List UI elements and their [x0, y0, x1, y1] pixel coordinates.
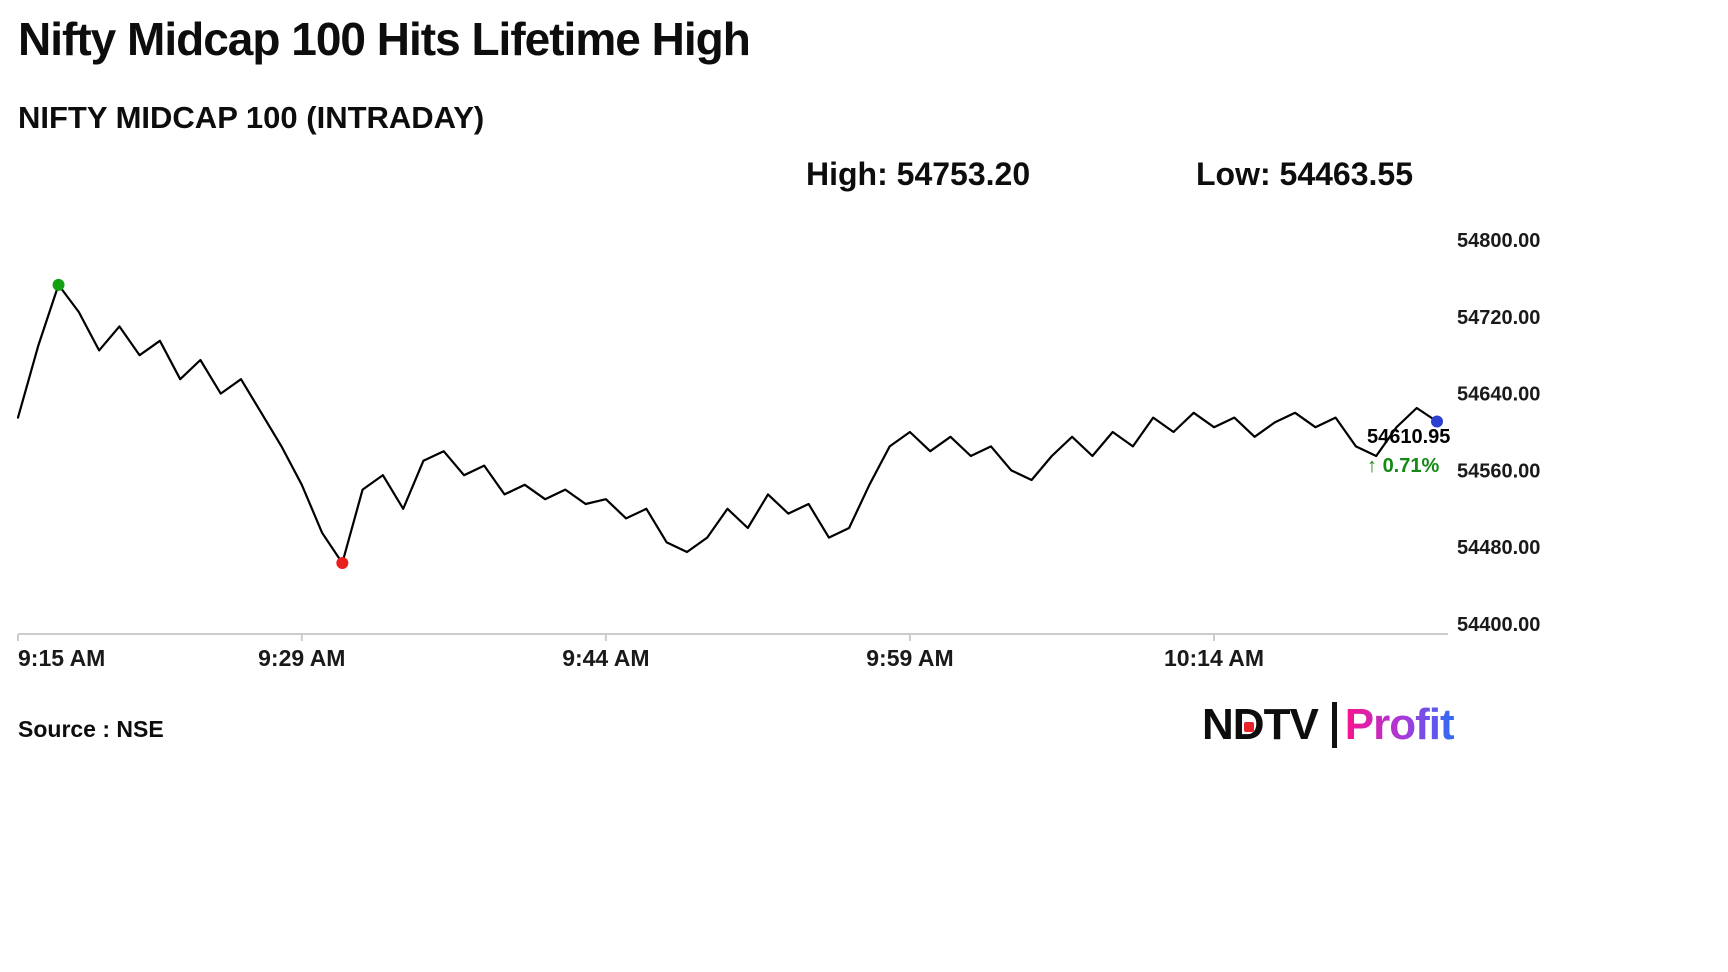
ndtv-letter-d: D: [1232, 700, 1265, 749]
last-marker-dot: [1431, 415, 1443, 428]
ndtv-profit-logo: N D TV Profit: [1202, 700, 1455, 750]
last-price-label: 54610.95: [1367, 426, 1451, 448]
y-tick-label: 54400.00: [1457, 614, 1540, 636]
y-tick-label: 54720.00: [1457, 307, 1540, 329]
profit-logo: Profit: [1344, 700, 1455, 749]
y-tick-label: 54800.00: [1457, 230, 1540, 252]
logo-divider: [1331, 702, 1337, 748]
x-tick-label: 9:59 AM: [866, 645, 953, 671]
x-tick-label: 10:14 AM: [1164, 645, 1264, 671]
low-marker-dot: [336, 556, 349, 569]
y-tick-label: 54640.00: [1457, 384, 1540, 406]
change-percent: 0.71%: [1382, 455, 1440, 477]
high-value-label: High: 54753.20: [806, 156, 1031, 192]
source-label: Source : NSE: [18, 716, 164, 742]
y-tick-label: 54560.00: [1457, 460, 1540, 482]
x-tick-label: 9:44 AM: [562, 645, 649, 671]
price-line: [16, 283, 1439, 565]
chart-subtitle: NIFTY MIDCAP 100 (INTRADAY): [18, 100, 485, 135]
y-tick-label: 54480.00: [1457, 537, 1540, 559]
up-arrow-icon: ↑: [1367, 455, 1377, 477]
ndtv-letter-n: N: [1202, 700, 1234, 749]
ndtv-logo: N D TV: [1202, 700, 1319, 750]
low-value-label: Low: 54463.55: [1196, 156, 1413, 192]
ndtv-letters-tv: TV: [1263, 700, 1319, 749]
x-tick-label: 9:15 AM: [18, 645, 105, 671]
page-title: Nifty Midcap 100 Hits Lifetime High: [18, 13, 751, 65]
high-marker-dot: [52, 278, 65, 291]
x-tick-label: 9:29 AM: [258, 645, 345, 671]
change-label: ↑ 0.71%: [1367, 455, 1439, 478]
